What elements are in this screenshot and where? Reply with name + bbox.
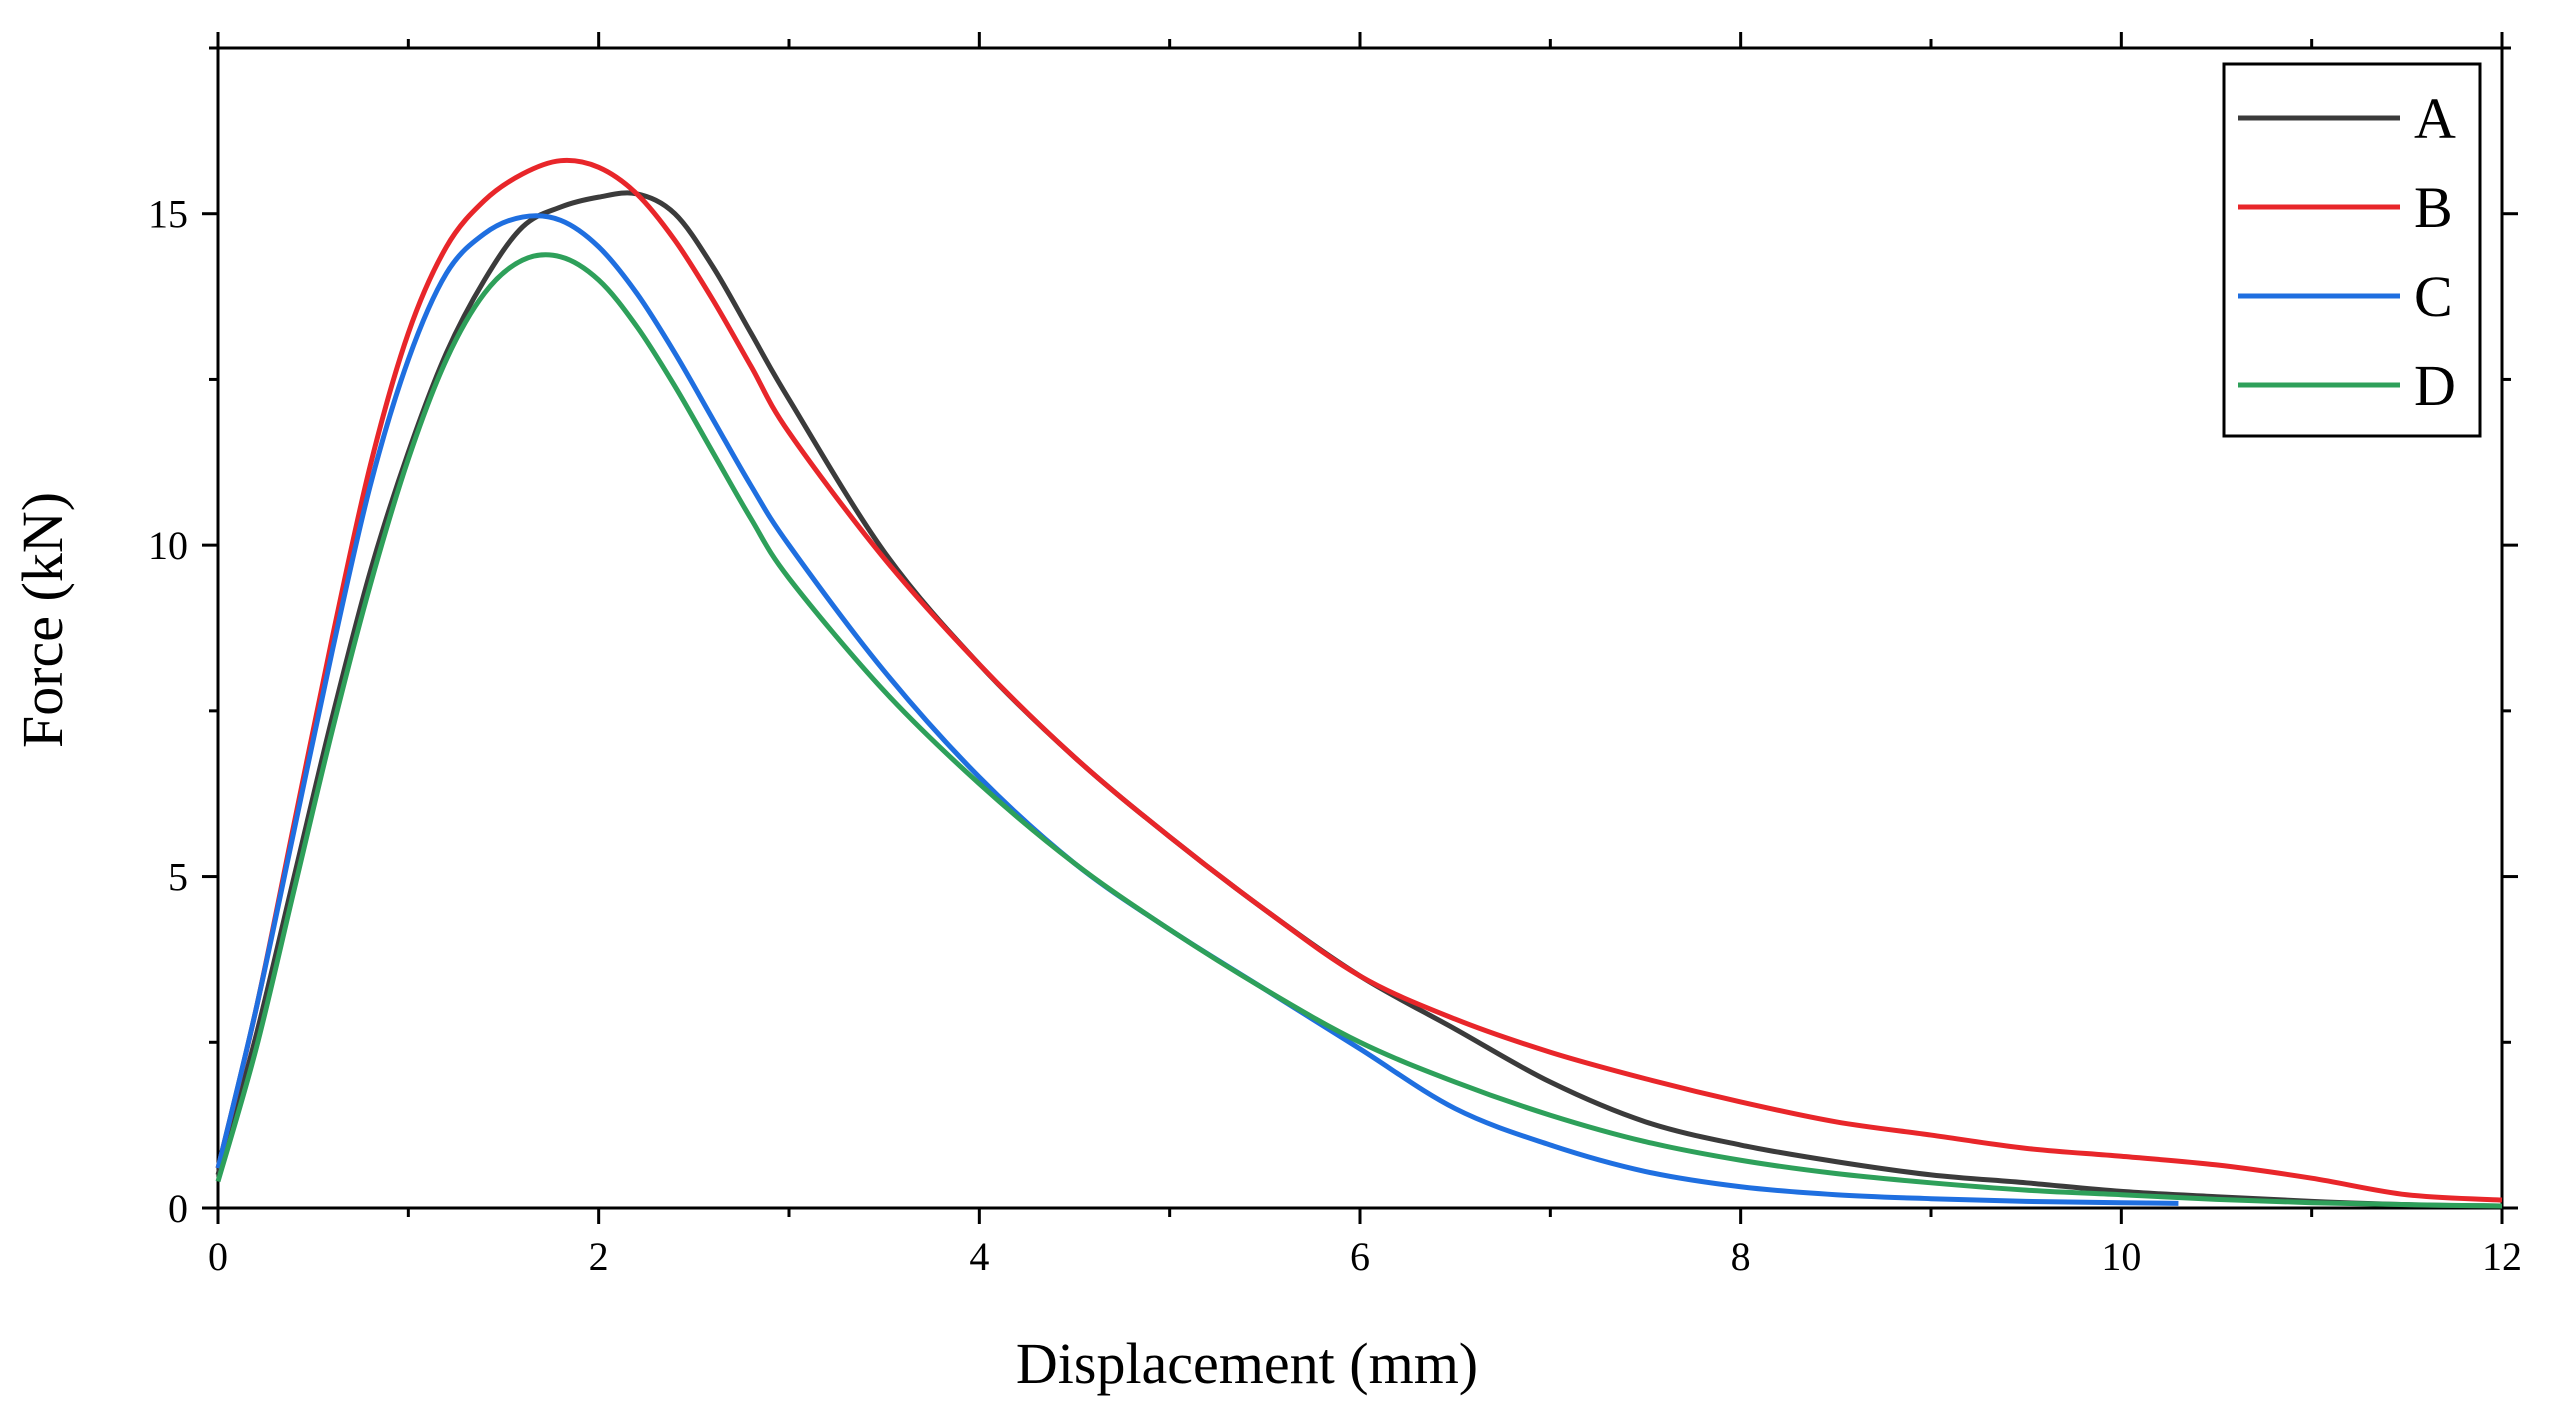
x-tick-label: 6 bbox=[1350, 1234, 1370, 1279]
y-tick-label: 5 bbox=[168, 855, 188, 900]
y-tick-label: 0 bbox=[168, 1186, 188, 1231]
y-tick-label: 15 bbox=[148, 192, 188, 237]
series-layer bbox=[215, 157, 2503, 1209]
x-tick-label: 0 bbox=[208, 1234, 228, 1279]
x-tick-label: 10 bbox=[2101, 1234, 2141, 1279]
legend-box bbox=[2222, 62, 2482, 438]
x-tick-label: 4 bbox=[969, 1234, 989, 1279]
x-tick-label: 12 bbox=[2482, 1234, 2522, 1279]
legend-label-d: D bbox=[2414, 353, 2456, 418]
y-axis-title: Force (kN) bbox=[10, 492, 75, 748]
series-line-d bbox=[215, 252, 2503, 1209]
y-tick-label: 10 bbox=[148, 523, 188, 568]
legend-label-c: C bbox=[2414, 264, 2453, 329]
series-line-c bbox=[215, 213, 2179, 1206]
x-tick-label: 2 bbox=[589, 1234, 609, 1279]
x-axis-title: Displacement (mm) bbox=[1016, 1331, 1478, 1396]
legend-label-b: B bbox=[2414, 175, 2453, 240]
series-line-b bbox=[215, 157, 2503, 1203]
legend-label-a: A bbox=[2414, 86, 2456, 151]
axes: 0 2 4 6 8 10 12 0 5 10 15 bbox=[148, 32, 2522, 1279]
x-tick-label: 8 bbox=[1731, 1234, 1751, 1279]
series-line-a bbox=[215, 190, 2503, 1209]
